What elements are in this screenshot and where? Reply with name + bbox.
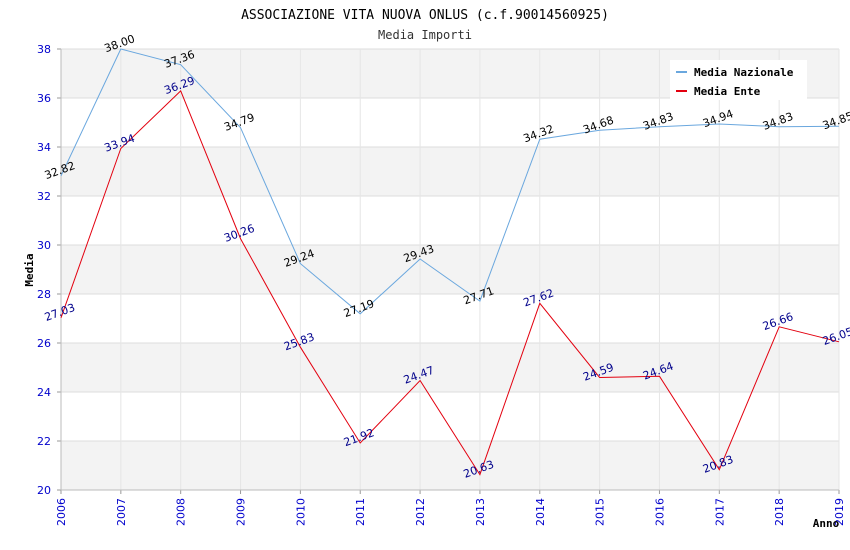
x-tick-label: 2012 [414,498,427,526]
data-label: 34.83 [641,110,675,133]
x-tick-label: 2017 [713,498,726,526]
x-tick-label: 2011 [354,498,367,526]
legend: Media Nazionale Media Ente [670,60,807,100]
x-tick-label: 2019 [833,498,846,526]
x-axis-label: Anno [813,517,840,530]
data-label: 34.68 [581,114,615,137]
x-tick-label: 2013 [474,498,487,526]
y-tick-label: 28 [37,288,51,301]
legend-label: Media Ente [694,85,761,98]
x-tick-label: 2015 [594,498,607,526]
series-line-0 [60,48,840,315]
x-tick-label: 2010 [294,498,307,526]
data-label: 34.85 [821,109,850,132]
y-tick-label: 38 [37,43,51,56]
legend-box [670,60,807,100]
data-label: 34.83 [761,110,795,133]
x-tick-label: 2009 [235,498,248,526]
data-label: 34.94 [701,107,735,130]
x-tick-label: 2007 [115,498,128,526]
x-tick-label: 2016 [653,498,666,526]
x-tick-label: 2008 [175,498,188,526]
plot-band [61,147,839,196]
y-tick-label: 30 [37,239,51,252]
x-tick-label: 2006 [55,498,68,526]
plot-band [61,245,839,294]
y-tick-label: 24 [37,386,51,399]
x-tick-label: 2014 [534,498,547,526]
y-tick-label: 20 [37,484,51,497]
plot-band [61,441,839,490]
axes: 20 22 24 26 28 30 32 34 36 38 2006 2007 2008 2009 2010… [37,43,846,526]
series-layer [60,48,840,476]
y-tick-label: 34 [37,141,51,154]
y-tick-label: 36 [37,92,51,105]
plot-bands [61,49,839,490]
y-axis-label: Media [23,253,36,286]
plot-band [61,343,839,392]
legend-label: Media Nazionale [694,66,794,79]
data-label: 30.26 [222,222,256,245]
grid-lines [60,48,840,491]
y-tick-label: 32 [37,190,51,203]
data-label: 27.19 [342,297,376,320]
x-tick-label: 2018 [773,498,786,526]
series-line-1 [60,90,840,476]
y-tick-label: 26 [37,337,51,350]
chart-subtitle: Media Importi [378,28,472,42]
data-label: 27.03 [43,301,77,324]
y-tick-label: 22 [37,435,51,448]
chart-title: ASSOCIAZIONE VITA NUOVA ONLUS (c.f.90014… [241,8,609,23]
